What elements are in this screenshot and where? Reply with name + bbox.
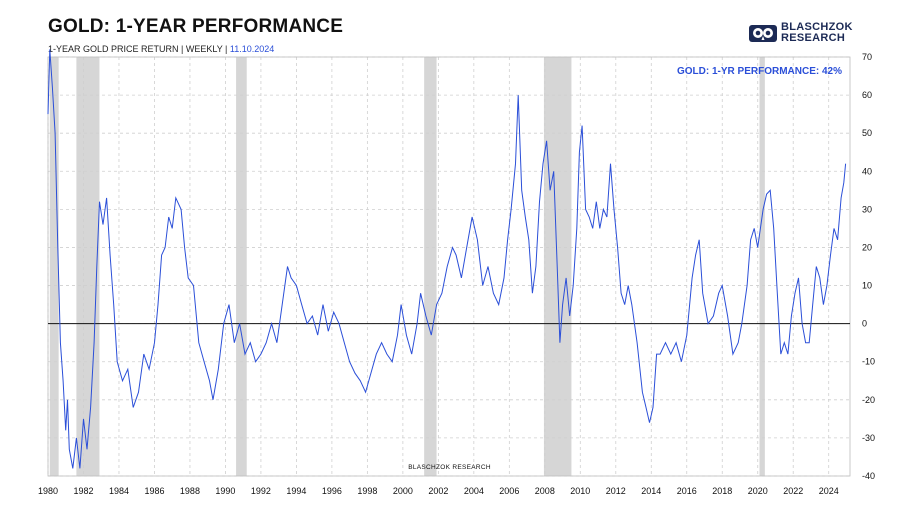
x-tick-label: 2006 — [499, 486, 519, 496]
x-tick-label: 2012 — [606, 486, 626, 496]
y-tick-label: 40 — [862, 166, 872, 176]
x-tick-label: 1994 — [286, 486, 306, 496]
y-axis-ticks: 70 60 50 40 30 20 10 0 -10 -20 -30 -40 — [862, 52, 875, 481]
brand-logo: BLASCHZOK RESEARCH — [748, 22, 853, 44]
y-tick-label: 60 — [862, 90, 872, 100]
owl-logo-icon — [749, 25, 777, 42]
logo-line-2: RESEARCH — [781, 32, 846, 44]
y-tick-label: 0 — [862, 319, 867, 329]
x-tick-label: 2002 — [428, 486, 448, 496]
x-axis-ticks: 1980 1982 1984 1986 1988 1990 1992 1994 1996 1998… — [38, 486, 839, 496]
x-tick-label: 1996 — [322, 486, 342, 496]
recession-band-1 — [76, 57, 100, 476]
current-performance-label: GOLD: 1-YR PERFORMANCE: 42% — [677, 66, 842, 77]
y-tick-label: 30 — [862, 204, 872, 214]
subtitle-date: 11.10.2024 — [229, 44, 275, 54]
x-tick-label: 2010 — [570, 486, 590, 496]
chart-subtitle: 1-YEAR GOLD PRICE RETURN | WEEKLY | 11.1… — [48, 44, 274, 54]
x-tick-label: 1984 — [109, 486, 129, 496]
y-tick-label: 10 — [862, 281, 872, 291]
x-tick-label: 2016 — [677, 486, 697, 496]
x-tick-label: 2000 — [393, 486, 413, 496]
x-tick-label: 1980 — [38, 486, 58, 496]
recession-band-5 — [759, 57, 765, 476]
y-tick-label: -30 — [862, 433, 875, 443]
x-tick-label: 2014 — [641, 486, 661, 496]
x-tick-label: 2022 — [783, 486, 803, 496]
recession-band-3 — [424, 57, 437, 476]
recession-band-2 — [236, 57, 247, 476]
x-tick-label: 1986 — [144, 486, 164, 496]
grid-lines — [47, 56, 851, 477]
y-tick-label: -20 — [862, 395, 875, 405]
logo-text: BLASCHZOK RESEARCH — [781, 22, 853, 44]
y-tick-label: 50 — [862, 128, 872, 138]
chart-title: GOLD: 1-YEAR PERFORMANCE — [48, 16, 344, 37]
x-tick-label: 1992 — [251, 486, 271, 496]
x-tick-label: 2020 — [748, 486, 768, 496]
subtitle-text: 1-YEAR GOLD PRICE RETURN | WEEKLY | — [48, 44, 228, 54]
x-tick-label: 2004 — [464, 486, 484, 496]
x-tick-label: 2008 — [535, 486, 555, 496]
x-tick-label: 1998 — [357, 486, 377, 496]
x-tick-label: 1990 — [215, 486, 235, 496]
x-tick-label: 1988 — [180, 486, 200, 496]
x-tick-label: 2024 — [819, 486, 839, 496]
y-tick-label: 20 — [862, 242, 872, 252]
y-tick-label: -10 — [862, 357, 875, 367]
y-tick-label: 70 — [862, 52, 872, 62]
plot-border — [47, 56, 851, 477]
x-tick-label: 1982 — [73, 486, 93, 496]
x-tick-label: 2018 — [712, 486, 732, 496]
recession-bands — [49, 57, 765, 476]
y-tick-label: -40 — [862, 471, 875, 481]
logo-line-1: BLASCHZOK — [781, 21, 853, 33]
watermark-text: BLASCHZOK RESEARCH — [408, 464, 491, 471]
recession-band-0 — [49, 57, 59, 476]
gold-return-line — [47, 49, 847, 469]
